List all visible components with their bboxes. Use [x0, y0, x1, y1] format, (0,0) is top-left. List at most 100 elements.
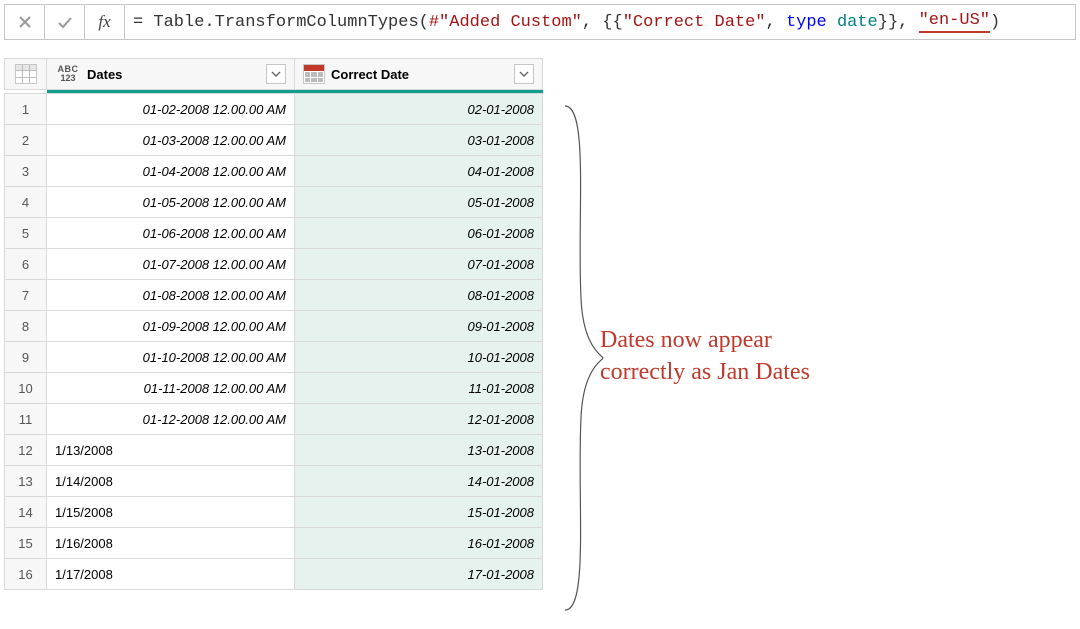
row-number: 9 — [5, 342, 47, 373]
cell-dates[interactable]: 01-06-2008 12.00.00 AM — [47, 218, 295, 249]
cell-correct-date[interactable]: 16-01-2008 — [295, 528, 543, 559]
close-icon — [17, 14, 33, 30]
cell-dates[interactable]: 01-12-2008 12.00.00 AM — [47, 404, 295, 435]
cell-correct-date[interactable]: 09-01-2008 — [295, 311, 543, 342]
formula-token-eq: = — [133, 13, 153, 32]
row-number: 12 — [5, 435, 47, 466]
table-corner[interactable] — [5, 59, 47, 90]
cell-correct-date[interactable]: 02-01-2008 — [295, 94, 543, 125]
cell-correct-date[interactable]: 07-01-2008 — [295, 249, 543, 280]
cell-dates[interactable]: 01-04-2008 12.00.00 AM — [47, 156, 295, 187]
cell-correct-date[interactable]: 15-01-2008 — [295, 497, 543, 528]
cell-dates[interactable]: 01-10-2008 12.00.00 AM — [47, 342, 295, 373]
row-number: 5 — [5, 218, 47, 249]
table-row[interactable]: 401-05-2008 12.00.00 AM05-01-2008 — [5, 187, 543, 218]
formula-token-locale: "en-US" — [919, 11, 990, 33]
cancel-button[interactable] — [5, 5, 45, 39]
row-number: 4 — [5, 187, 47, 218]
formula-token-c2: , — [766, 13, 786, 32]
chevron-down-icon — [519, 69, 529, 79]
table-row[interactable]: 301-04-2008 12.00.00 AM04-01-2008 — [5, 156, 543, 187]
cell-correct-date[interactable]: 08-01-2008 — [295, 280, 543, 311]
cell-dates[interactable]: 1/16/2008 — [47, 528, 295, 559]
cell-correct-date[interactable]: 17-01-2008 — [295, 559, 543, 590]
cell-dates[interactable]: 1/13/2008 — [47, 435, 295, 466]
row-number: 3 — [5, 156, 47, 187]
cell-dates[interactable]: 01-09-2008 12.00.00 AM — [47, 311, 295, 342]
any-type-icon: ABC 123 — [55, 65, 81, 83]
cell-correct-date[interactable]: 03-01-2008 — [295, 125, 543, 156]
table-row[interactable]: 131/14/200814-01-2008 — [5, 466, 543, 497]
cell-dates[interactable]: 01-11-2008 12.00.00 AM — [47, 373, 295, 404]
check-icon — [57, 14, 73, 30]
formula-token-open: ( — [419, 13, 429, 32]
cell-correct-date[interactable]: 11-01-2008 — [295, 373, 543, 404]
column-header-label: Correct Date — [331, 67, 508, 82]
row-number: 15 — [5, 528, 47, 559]
table-row[interactable]: 601-07-2008 12.00.00 AM07-01-2008 — [5, 249, 543, 280]
column-header-correct-date[interactable]: Correct Date — [295, 59, 543, 90]
cell-dates[interactable]: 01-07-2008 12.00.00 AM — [47, 249, 295, 280]
cell-correct-date[interactable]: 05-01-2008 — [295, 187, 543, 218]
cell-dates[interactable]: 1/15/2008 — [47, 497, 295, 528]
chevron-down-icon — [271, 69, 281, 79]
formula-token-closeinner: }}, — [878, 13, 919, 32]
data-grid: ABC 123 Dates — [4, 58, 543, 590]
table-row[interactable]: 101-02-2008 12.00.00 AM02-01-2008 — [5, 94, 543, 125]
annotation-brace — [555, 98, 605, 618]
annotation-line: Dates now appear — [600, 324, 960, 356]
annotation-text: Dates now appear correctly as Jan Dates — [600, 324, 960, 389]
formula-token-fn: Table.TransformColumnTypes — [153, 13, 418, 32]
table-row[interactable]: 801-09-2008 12.00.00 AM09-01-2008 — [5, 311, 543, 342]
cell-correct-date[interactable]: 12-01-2008 — [295, 404, 543, 435]
table-row[interactable]: 121/13/200813-01-2008 — [5, 435, 543, 466]
formula-token-c1: , {{ — [582, 13, 623, 32]
cell-dates[interactable]: 01-08-2008 12.00.00 AM — [47, 280, 295, 311]
cell-dates[interactable]: 01-02-2008 12.00.00 AM — [47, 94, 295, 125]
cell-dates[interactable]: 01-03-2008 12.00.00 AM — [47, 125, 295, 156]
formula-token-stepref: #"Added Custom" — [429, 13, 582, 32]
formula-input[interactable]: = Table.TransformColumnTypes(#"Added Cus… — [125, 5, 1075, 39]
table-row[interactable]: 901-10-2008 12.00.00 AM10-01-2008 — [5, 342, 543, 373]
table-row[interactable]: 1101-12-2008 12.00.00 AM12-01-2008 — [5, 404, 543, 435]
row-number: 8 — [5, 311, 47, 342]
formula-token-datetype: date — [837, 13, 878, 32]
commit-button[interactable] — [45, 5, 85, 39]
row-number: 1 — [5, 94, 47, 125]
formula-token-type-kw: type — [786, 13, 827, 32]
table-icon — [15, 64, 37, 84]
table-row[interactable]: 201-03-2008 12.00.00 AM03-01-2008 — [5, 125, 543, 156]
formula-token-close: ) — [990, 13, 1000, 32]
formula-bar: fx = Table.TransformColumnTypes(#"Added … — [4, 4, 1076, 40]
cell-correct-date[interactable]: 04-01-2008 — [295, 156, 543, 187]
formula-token-colname: "Correct Date" — [623, 13, 766, 32]
table-row[interactable]: 161/17/200817-01-2008 — [5, 559, 543, 590]
cell-correct-date[interactable]: 06-01-2008 — [295, 218, 543, 249]
column-header-dates[interactable]: ABC 123 Dates — [47, 59, 295, 90]
row-number: 16 — [5, 559, 47, 590]
row-number: 13 — [5, 466, 47, 497]
table-row[interactable]: 501-06-2008 12.00.00 AM06-01-2008 — [5, 218, 543, 249]
cell-dates[interactable]: 1/17/2008 — [47, 559, 295, 590]
table-row[interactable]: 141/15/200815-01-2008 — [5, 497, 543, 528]
table-row[interactable]: 151/16/200816-01-2008 — [5, 528, 543, 559]
cell-dates[interactable]: 1/14/2008 — [47, 466, 295, 497]
row-number: 10 — [5, 373, 47, 404]
formula-token-space — [827, 13, 837, 32]
annotation-line: correctly as Jan Dates — [600, 356, 960, 388]
table-row[interactable]: 701-08-2008 12.00.00 AM08-01-2008 — [5, 280, 543, 311]
column-header-label: Dates — [87, 67, 260, 82]
table-row[interactable]: 1001-11-2008 12.00.00 AM11-01-2008 — [5, 373, 543, 404]
row-number: 2 — [5, 125, 47, 156]
cell-dates[interactable]: 01-05-2008 12.00.00 AM — [47, 187, 295, 218]
date-type-icon — [303, 64, 325, 84]
cell-correct-date[interactable]: 14-01-2008 — [295, 466, 543, 497]
row-number: 6 — [5, 249, 47, 280]
row-number: 14 — [5, 497, 47, 528]
row-number: 7 — [5, 280, 47, 311]
column-filter-button[interactable] — [514, 64, 534, 84]
cell-correct-date[interactable]: 13-01-2008 — [295, 435, 543, 466]
column-filter-button[interactable] — [266, 64, 286, 84]
cell-correct-date[interactable]: 10-01-2008 — [295, 342, 543, 373]
row-number: 11 — [5, 404, 47, 435]
